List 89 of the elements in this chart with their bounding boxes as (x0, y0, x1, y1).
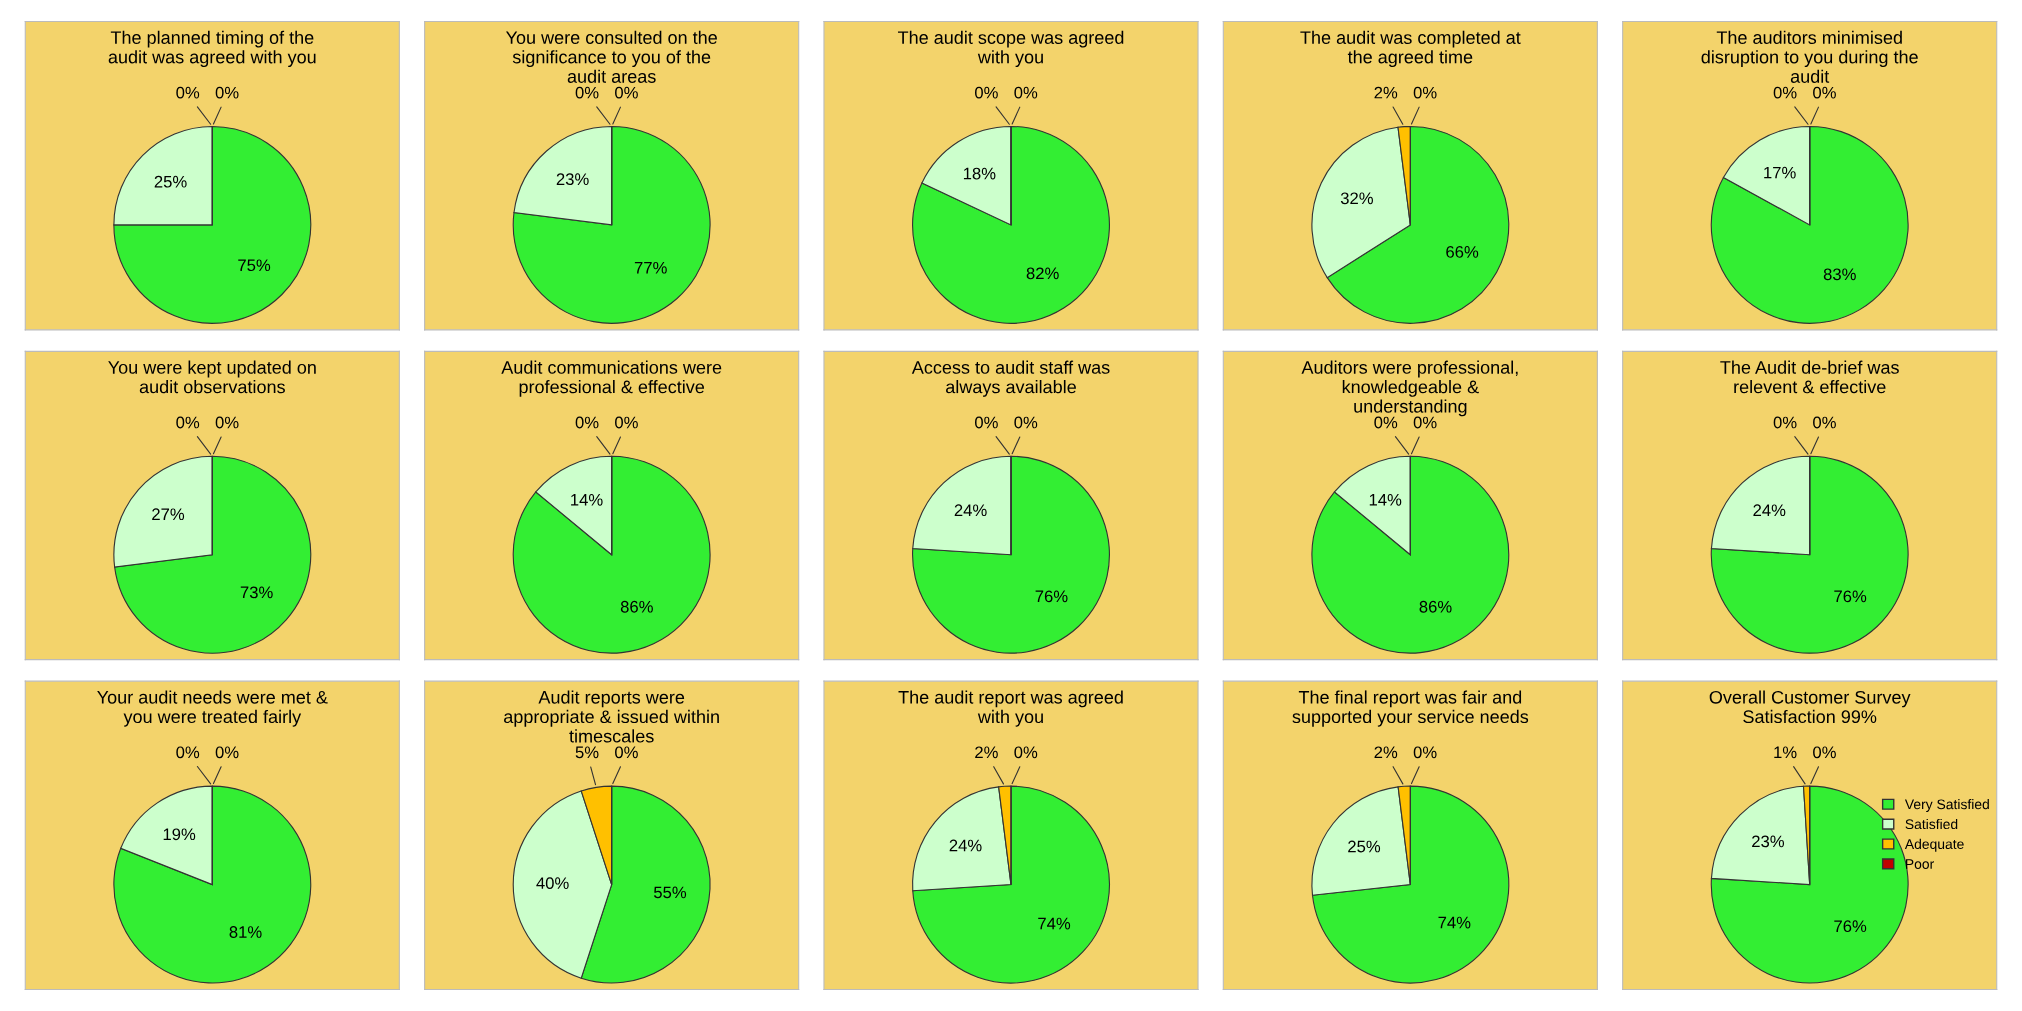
data-label: 66% (1446, 246, 1479, 258)
data-label: 82% (1026, 267, 1059, 280)
data-label: 74% (1438, 916, 1471, 929)
text: 0% (1813, 86, 1836, 99)
text: 0% (215, 416, 239, 429)
data-label: 86% (620, 600, 653, 613)
data-label: 25% (154, 175, 187, 188)
chart-title: The Audit de-brief was relevent & effective (1720, 360, 1899, 394)
data-label: 23% (1752, 835, 1785, 848)
text: 0% (1813, 416, 1836, 429)
pie-slice (1311, 455, 1510, 654)
pie-slice (1710, 125, 1909, 324)
text: 0% (1413, 746, 1437, 759)
text: 0% (615, 86, 638, 99)
data-label: 81% (229, 926, 262, 938)
text: 0% (1773, 86, 1797, 99)
data-label: 17% (1764, 166, 1796, 179)
data-label: 24% (1753, 504, 1786, 517)
chart-title: Your audit needs were met & you were treated fairly (97, 690, 328, 727)
chart-title: Access to audit staff was always available (911, 360, 1110, 397)
data-label: 32% (1340, 192, 1373, 205)
text: 0% (1413, 86, 1437, 99)
text: 0% (1813, 746, 1836, 759)
legend-label: Very Satisfied (1904, 799, 1989, 812)
legend-label: Poor (1906, 859, 1934, 869)
text: 0% (615, 746, 638, 759)
data-label: 83% (1823, 268, 1856, 281)
data-label: 14% (571, 494, 603, 506)
text: 0% (575, 86, 599, 99)
data-label: 55% (653, 886, 687, 899)
pie-slice (912, 125, 1110, 324)
chart-title: The planned timing of the audit was agreed with you (108, 30, 316, 68)
data-label: 77% (634, 261, 667, 274)
text: 0% (975, 416, 998, 429)
legend-label: Satisfied (1905, 818, 1958, 830)
chart-title: You were consulted on the significance to you of the audit areas (505, 30, 717, 83)
data-label: 25% (1348, 840, 1381, 853)
text: 0% (1014, 416, 1038, 429)
data-label: 23% (556, 173, 589, 186)
chart-title: The final report was fair and supported your service needs (1292, 690, 1529, 727)
data-label: 74% (1038, 917, 1071, 930)
data-label: 76% (1834, 590, 1867, 603)
data-label: 5% (575, 746, 599, 759)
pie-slice (912, 455, 1110, 654)
chart-title: Audit communications were professional & effective (501, 360, 722, 397)
data-label: 75% (238, 259, 271, 272)
data-label: 27% (152, 508, 185, 521)
pie-slice (1311, 785, 1510, 984)
text: 0% (176, 416, 200, 429)
chart-title: You were kept updated on audit observations (108, 360, 316, 394)
data-label: 86% (1419, 600, 1452, 613)
pie-slice (512, 455, 711, 654)
data-label: 18% (963, 167, 996, 180)
chart-title: The audit was completed at the agreed time (1300, 30, 1521, 68)
chart-title: The auditors minimised disruption to you during the audit (1701, 30, 1918, 83)
text: 0% (575, 416, 599, 429)
text: 0% (215, 86, 239, 99)
legend-label: Adequate (1904, 838, 1964, 852)
pie-slice (114, 455, 312, 654)
data-label: 19% (163, 828, 196, 841)
data-label: 24% (949, 839, 982, 852)
data-label: 2% (975, 746, 998, 759)
text: 0% (1374, 416, 1398, 429)
data-label: 1% (1774, 746, 1797, 759)
pie-slice (113, 785, 312, 984)
data-label: 2% (1374, 746, 1398, 759)
chart-title: Overall Customer Survey Satisfaction 99% (1709, 690, 1911, 724)
data-label: 76% (1035, 590, 1068, 603)
chart-title: Auditors were professional, knowledgeable & understanding (1301, 360, 1518, 417)
data-label: 2% (1374, 86, 1398, 99)
pie-slice (1710, 455, 1909, 654)
chart-title: Audit reports were appropriate & issued within timescales (504, 690, 719, 743)
chart-title: The audit report was agreed with you (898, 690, 1123, 727)
data-label: 76% (1834, 920, 1867, 933)
text: 0% (1014, 746, 1038, 759)
data-label: 14% (1369, 494, 1402, 506)
text: 0% (1413, 416, 1437, 429)
pie-slice (512, 125, 711, 324)
text: 0% (975, 86, 998, 99)
text: 0% (176, 86, 200, 99)
text: 0% (1014, 86, 1038, 99)
chart-title: The audit scope was agreed with you (897, 30, 1124, 68)
text: 0% (176, 746, 200, 759)
data-label: 73% (240, 586, 273, 599)
text: 0% (1773, 416, 1797, 429)
text: 0% (615, 416, 638, 429)
data-label: 24% (954, 504, 987, 517)
data-label: 40% (536, 877, 569, 890)
text: 0% (215, 746, 239, 759)
